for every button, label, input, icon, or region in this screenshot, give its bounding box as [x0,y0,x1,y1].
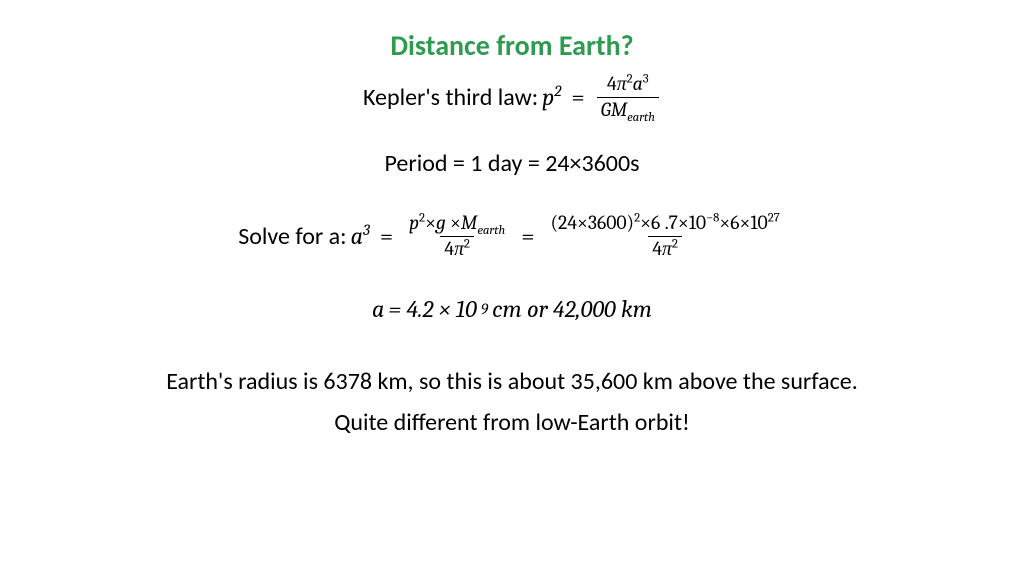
period-line: Period = 1 day = 24×3600s [384,149,639,178]
result-line: a = 4.2 × 109 cm or 42,000 km [372,295,652,323]
kepler-lhs: p2 [542,83,561,111]
solve-line: Solve for a: a3 = p2×g ×Mearth 4π2 = (24… [238,212,786,260]
kepler-label: Kepler's third law: [363,83,538,112]
solve-frac-1: p2×g ×Mearth 4π2 [405,212,509,260]
kepler-fraction: 4π2a3 GMearth [597,73,659,121]
slide-title: Distance from Earth? [390,28,633,63]
radius-line: Earth's radius is 6378 km, so this is ab… [166,367,858,396]
equals-2: = [380,222,393,250]
equals-3: = [521,222,534,250]
equals: = [571,83,584,111]
kepler-line: Kepler's third law: p2 = 4π2a3 GMearth [363,73,661,121]
solve-label: Solve for a: [238,222,346,251]
solve-frac-2: (24×3600)2×6 .7×10−8×6×1027 4π2 [547,212,784,260]
closing-line: Quite different from low-Earth orbit! [334,408,690,437]
solve-lhs: a3 [351,222,370,250]
